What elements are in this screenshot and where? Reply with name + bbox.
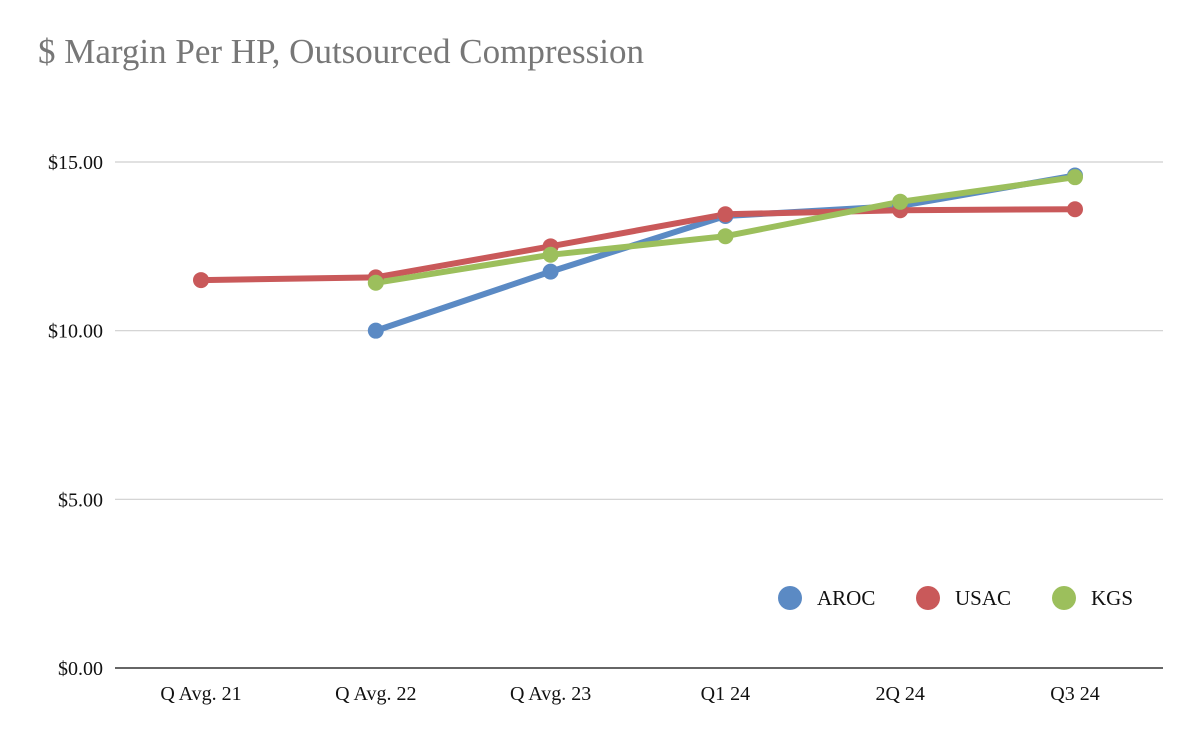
data-point-kgs bbox=[367, 274, 384, 291]
x-tick-label: Q Avg. 23 bbox=[510, 683, 591, 705]
x-tick-label: 2Q 24 bbox=[875, 683, 924, 705]
legend-item-usac: USAC bbox=[916, 586, 1011, 610]
y-tick-label: $5.00 bbox=[58, 489, 103, 511]
data-point-aroc bbox=[542, 263, 559, 280]
legend-marker bbox=[778, 586, 802, 610]
legend-item-kgs: KGS bbox=[1052, 586, 1133, 610]
series-line-aroc bbox=[372, 172, 1078, 334]
x-tick-label: Q1 24 bbox=[701, 683, 750, 705]
data-point-usac bbox=[717, 206, 734, 223]
legend-marker bbox=[916, 586, 940, 610]
data-point-kgs bbox=[892, 193, 909, 210]
data-point-usac bbox=[1067, 201, 1083, 218]
data-point-kgs bbox=[542, 246, 559, 263]
data-point-kgs bbox=[717, 228, 734, 245]
data-point-aroc bbox=[367, 322, 384, 339]
x-tick-label: Q3 24 bbox=[1050, 683, 1099, 705]
legend-item-aroc: AROC bbox=[778, 586, 875, 610]
legend-marker bbox=[1052, 586, 1076, 610]
y-tick-label: $15.00 bbox=[48, 152, 103, 174]
chart-title: $ Margin Per HP, Outsourced Compression bbox=[38, 32, 644, 71]
legend-label: KGS bbox=[1091, 586, 1133, 610]
data-point-kgs bbox=[1067, 169, 1083, 186]
legend-label: USAC bbox=[955, 586, 1011, 610]
y-tick-label: $10.00 bbox=[48, 321, 103, 343]
legend-label: AROC bbox=[817, 586, 875, 610]
x-tick-label: Q Avg. 22 bbox=[335, 683, 416, 705]
data-point-usac bbox=[193, 272, 209, 289]
x-tick-label: Q Avg. 21 bbox=[160, 683, 241, 705]
y-tick-label: $0.00 bbox=[58, 658, 103, 680]
series-line-usac bbox=[198, 206, 1078, 284]
